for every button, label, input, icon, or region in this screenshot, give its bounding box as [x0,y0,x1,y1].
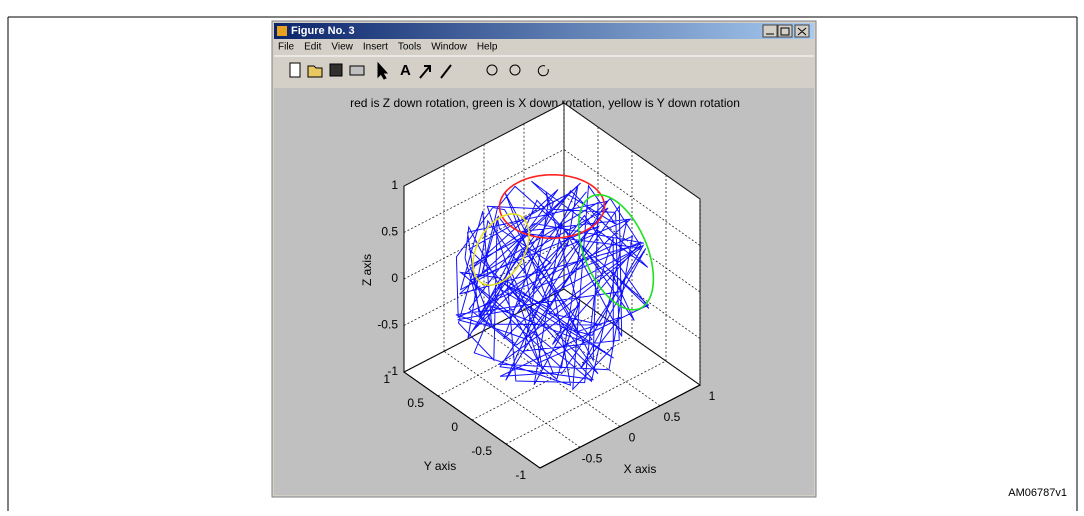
x-tick-label: 1 [709,389,716,403]
z-tick-label: -1 [387,364,398,378]
y-tick-label: 1 [383,372,390,386]
select-button[interactable] [377,61,389,80]
x-tick-label: 0 [629,431,636,445]
x-tick-label: -0.5 [582,451,603,465]
menu-item[interactable]: Window [431,42,467,53]
menu-item[interactable]: Insert [363,42,388,53]
z-tick-label: 0 [391,271,398,285]
new-button[interactable] [289,62,301,78]
text-button[interactable]: A [400,62,411,79]
rotate-button[interactable] [537,65,549,77]
y-tick-label: -1 [515,468,526,482]
z-tick-label: 0.5 [381,225,398,239]
window-title: Figure No. 3 [291,25,355,37]
green-trace [577,193,655,311]
menu-bar: File Edit View Insert Tools Window Help [278,42,498,53]
menu-item[interactable]: Help [477,42,498,53]
line-button[interactable] [440,64,452,79]
save-button[interactable] [329,63,343,77]
y-axis-line [403,371,541,469]
figure-id: AM06787v1 [1008,487,1067,499]
arrow-button[interactable] [419,65,431,79]
menu-item[interactable]: File [278,42,295,53]
zoom-out-button[interactable] [509,64,521,76]
y-axis-label: Y axis [424,459,456,473]
window-icon [277,26,287,36]
x-tick-label: 0.5 [664,410,681,424]
window-buttons[interactable] [762,24,810,38]
y-tick-label: 0.5 [407,396,424,410]
z-tick-label: 1 [391,178,398,192]
yellow-trace [472,213,530,286]
title-bar [274,23,814,39]
zoom-in-button[interactable] [486,64,498,76]
menu-item[interactable]: Edit [304,42,321,53]
menu-item[interactable]: View [331,42,353,53]
y-tick-label: -0.5 [471,444,492,458]
y-tick-label: 0 [451,420,458,434]
red-trace [498,173,606,239]
minimize-button[interactable] [762,24,778,38]
x-axis-line [539,384,701,469]
plot-title: red is Z down rotation, green is X down … [350,96,740,110]
x-axis-label: X axis [624,462,657,476]
menu-item[interactable]: Tools [398,42,421,53]
z-axis-label: Z axis [360,254,374,286]
print-button[interactable] [349,65,365,76]
toolbar: A [289,61,549,80]
open-button[interactable] [307,65,323,78]
z-tick-label: -0.5 [377,318,398,332]
